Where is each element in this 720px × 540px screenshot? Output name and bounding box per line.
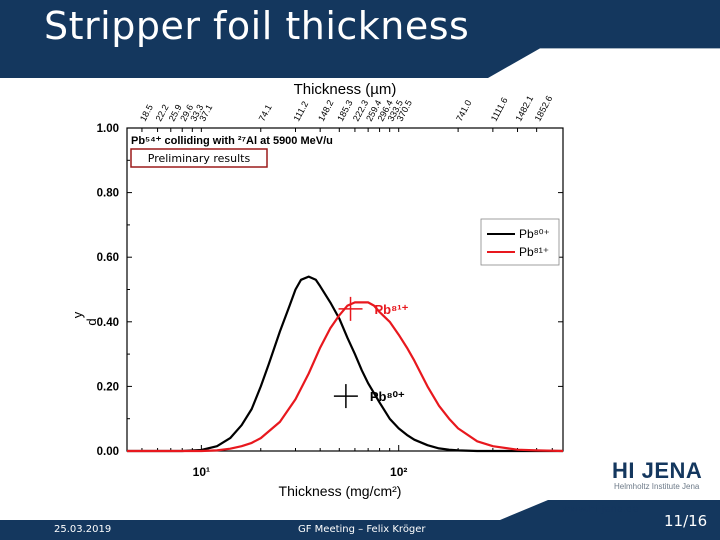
legend-box: [480, 218, 560, 266]
preliminary-box: [130, 148, 268, 168]
top-tick-label: 148.2: [316, 98, 335, 123]
marker-label-0: Pb⁸⁰⁺: [370, 389, 405, 404]
preliminary-label: Preliminary results: [148, 152, 251, 165]
series-line-0: [127, 275, 563, 453]
y-tick-label: 0.00: [97, 446, 119, 458]
y-tick-label: 0.20: [97, 381, 119, 393]
top-tick-label: 74.1: [257, 103, 274, 123]
y-axis-title: y: [70, 311, 85, 318]
top-tick-label: 741.0: [454, 98, 473, 123]
series-line-1: [127, 301, 564, 453]
legend-label-0: Pb⁸⁰⁺: [519, 227, 550, 241]
top-tick-label: 1852.6: [533, 94, 555, 123]
top-tick-label: 111.2: [291, 100, 310, 123]
marker-label-1: Pb⁸¹⁺: [375, 302, 409, 317]
footer-website[interactable]: www.hi-jena.de: [562, 504, 639, 515]
top-tick-label: 1111.6: [489, 96, 510, 123]
top-tick-label: 18.5: [138, 103, 155, 123]
y-tick-label: 0.40: [97, 317, 119, 329]
footer-date: 25.03.2019: [54, 524, 112, 535]
x-axis-title: Thickness (mg/cm²): [279, 483, 402, 499]
x-tick-label: 10¹: [193, 465, 210, 479]
slide-title: Stripper foil thickness: [44, 4, 470, 48]
y-axis-title-extra: d: [84, 318, 99, 325]
footer-meeting: GF Meeting – Felix Kröger: [298, 524, 426, 535]
y-tick-label: 1.00: [97, 123, 119, 135]
hi-jena-logo: HI JENA Helmholtz Institute Jena: [612, 458, 712, 498]
x-tick-label: 10²: [390, 465, 407, 479]
logo-main-text: HI JENA: [612, 458, 703, 483]
page-number: 11/16: [664, 512, 708, 530]
legend-label-1: Pb⁸¹⁺: [519, 245, 549, 259]
y-tick-label: 0.60: [97, 252, 119, 264]
plot-annotation: Pb⁵⁴⁺ colliding with ²⁷Al at 5900 MeV/u: [131, 135, 333, 147]
top-axis-title: Thickness (µm): [294, 81, 397, 98]
y-tick-label: 0.80: [97, 188, 119, 200]
plot-frame: [126, 127, 564, 452]
logo-sub-text: Helmholtz Institute Jena: [614, 482, 700, 491]
